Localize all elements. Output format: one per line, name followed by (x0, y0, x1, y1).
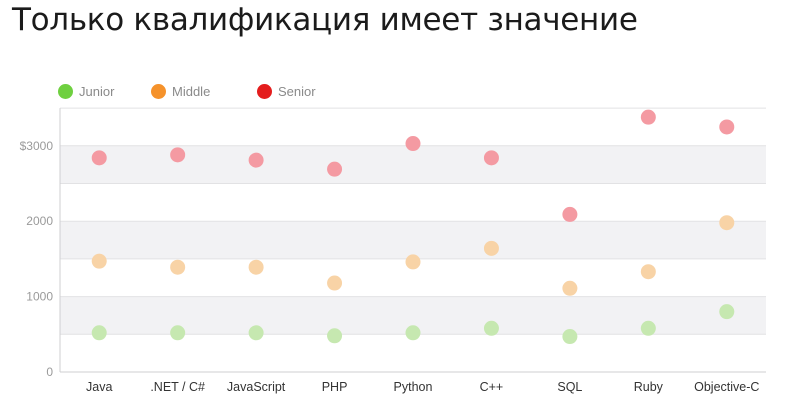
x-tick-label: PHP (322, 380, 348, 394)
y-tick-label: 1000 (26, 290, 53, 304)
middle-point (719, 215, 735, 231)
x-tick-label: Ruby (634, 380, 664, 394)
legend-label-middle: Middle (172, 83, 211, 99)
grid-band (60, 145, 766, 184)
x-tick-label: Objective-C (694, 380, 759, 394)
senior-point (719, 119, 735, 135)
junior-point (483, 320, 499, 336)
middle-point (405, 254, 421, 270)
senior-point (170, 147, 186, 163)
middle-point (562, 280, 578, 296)
junior-point (248, 325, 264, 341)
x-tick-label: SQL (557, 380, 582, 394)
middle-point (91, 253, 107, 269)
y-tick-label: $3000 (20, 139, 54, 153)
junior-point (170, 325, 186, 341)
legend-marker-middle (151, 83, 166, 99)
senior-point (248, 152, 264, 168)
y-tick-label: 0 (46, 365, 53, 379)
x-tick-label: JavaScript (227, 380, 286, 394)
x-tick-label: Java (86, 380, 112, 394)
legend-marker-junior (58, 83, 73, 99)
junior-point (719, 304, 735, 320)
junior-point (405, 325, 421, 341)
legend-item-senior[interactable]: Senior (257, 82, 316, 100)
x-tick-label: .NET / C# (150, 380, 205, 394)
junior-point (327, 328, 343, 344)
senior-point (405, 136, 421, 152)
senior-point (562, 206, 578, 222)
junior-point (640, 320, 656, 336)
junior-point (562, 329, 578, 345)
middle-point (170, 259, 186, 275)
legend-item-middle[interactable]: Middle (151, 82, 210, 100)
grid-band (60, 221, 766, 259)
middle-point (248, 259, 264, 275)
junior-point (91, 325, 107, 341)
middle-point (483, 240, 499, 256)
x-tick-label: C++ (480, 380, 504, 394)
middle-point (640, 264, 656, 280)
legend-marker-senior (257, 83, 272, 99)
senior-point (327, 161, 343, 177)
legend-label-senior: Senior (278, 83, 316, 99)
senior-point (640, 109, 656, 125)
x-tick-label: Python (394, 380, 433, 394)
senior-point (91, 150, 107, 166)
legend-item-junior[interactable]: Junior (58, 82, 114, 100)
middle-point (327, 275, 343, 291)
legend-label-junior: Junior (79, 83, 115, 99)
y-tick-label: 2000 (26, 214, 53, 228)
chart-title: Только квалификация имеет значение (12, 2, 638, 38)
senior-point (483, 150, 499, 166)
